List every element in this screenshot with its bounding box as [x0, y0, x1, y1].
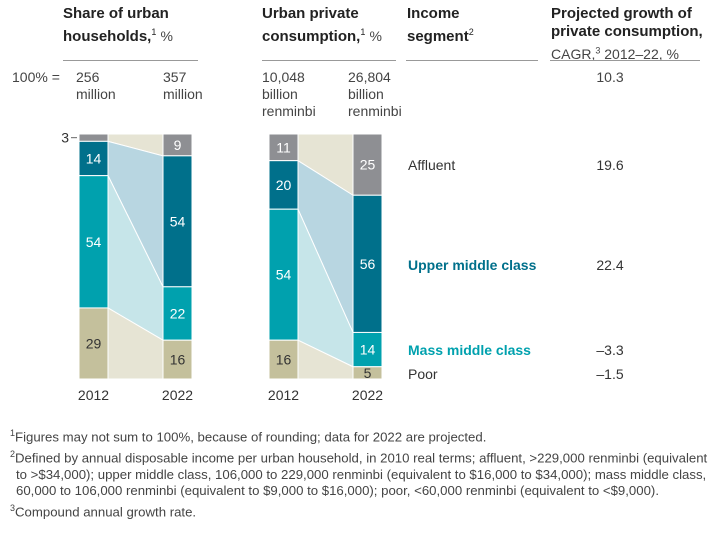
bar-value-label: 14	[360, 342, 376, 358]
bar-segment	[162, 286, 193, 341]
households-header: Share of urban households,1 %	[63, 5, 173, 45]
bar-segment	[352, 366, 383, 380]
segment-label: Mass middle class	[408, 342, 531, 358]
growth-header: Projected growth of private consumption,…	[551, 5, 703, 62]
bar-segment	[352, 331, 383, 368]
segment-growth-value: –1.5	[596, 366, 624, 382]
divider	[262, 60, 396, 61]
year-label: 2022	[162, 387, 193, 403]
year-label: 2012	[268, 387, 299, 403]
segment-label: Upper middle class	[408, 257, 537, 273]
bar-value-label: 3	[61, 130, 69, 146]
bar-value-label: 20	[276, 177, 292, 193]
bar-value-label: 25	[360, 157, 376, 173]
bar-segment	[78, 140, 109, 177]
total-consumption-2012: 10,048 billion renminbi	[262, 69, 316, 119]
segment-label: Poor	[408, 366, 438, 382]
total-households-2022: 357 million	[163, 69, 203, 102]
bar-value-label: 9	[174, 137, 182, 153]
segment-growth-value: 19.6	[596, 157, 624, 173]
year-label: 2012	[78, 387, 109, 403]
footnote-1: 1Figures may not sum to 100%, because of…	[10, 428, 487, 445]
divider	[550, 60, 700, 61]
bar-value-label: 29	[86, 335, 102, 351]
footnotes: 1Figures may not sum to 100%, because of…	[10, 425, 710, 521]
total-consumption-2022: 26,804 billion renminbi	[348, 69, 402, 119]
total-growth: 10.3	[596, 69, 624, 85]
bar-segment	[162, 155, 193, 288]
bar-segment	[352, 194, 383, 333]
bar-segment	[268, 339, 299, 380]
bar-segment	[268, 160, 299, 210]
bar-segment	[78, 175, 109, 309]
divider	[63, 60, 198, 61]
bar-value-label: 14	[86, 151, 102, 167]
segment-growth-value: –3.3	[596, 342, 624, 358]
bar-value-label: 54	[276, 267, 292, 283]
bar-value-label: 56	[360, 256, 376, 272]
divider	[406, 60, 538, 61]
year-label: 2022	[352, 387, 383, 403]
segment-growth-value: 22.4	[596, 257, 624, 273]
bar-value-label: 16	[170, 352, 186, 368]
consumption-header: Urban private consumption,1 %	[262, 5, 382, 45]
footnote-2: 2Defined by annual disposable income per…	[10, 448, 708, 499]
bar-value-label: 11	[276, 139, 291, 155]
bar-value-label: 22	[170, 306, 186, 322]
bar-value-label: 16	[276, 352, 292, 368]
segment-header: Income segment2	[407, 5, 474, 45]
bar-segment	[268, 133, 299, 162]
bar-segment	[78, 133, 109, 142]
bar-value-label: 54	[86, 234, 102, 250]
bar-segment	[162, 339, 193, 380]
segment-label: Affluent	[408, 157, 456, 173]
bar-value-label: 5	[364, 365, 372, 381]
stacked-bar-charts: 3 14 54 29 2012 9 54 22 16 2022 11 20 54 16 2012 25 56 14…	[61, 130, 383, 403]
footnote-3: 3Compound annual growth rate.	[10, 502, 197, 520]
bar-segment	[352, 133, 383, 196]
total-label: 100% =	[12, 69, 60, 85]
bar-segment	[78, 307, 109, 380]
bar-value-label: 54	[170, 213, 186, 229]
total-households-2012: 256 million	[76, 69, 116, 102]
